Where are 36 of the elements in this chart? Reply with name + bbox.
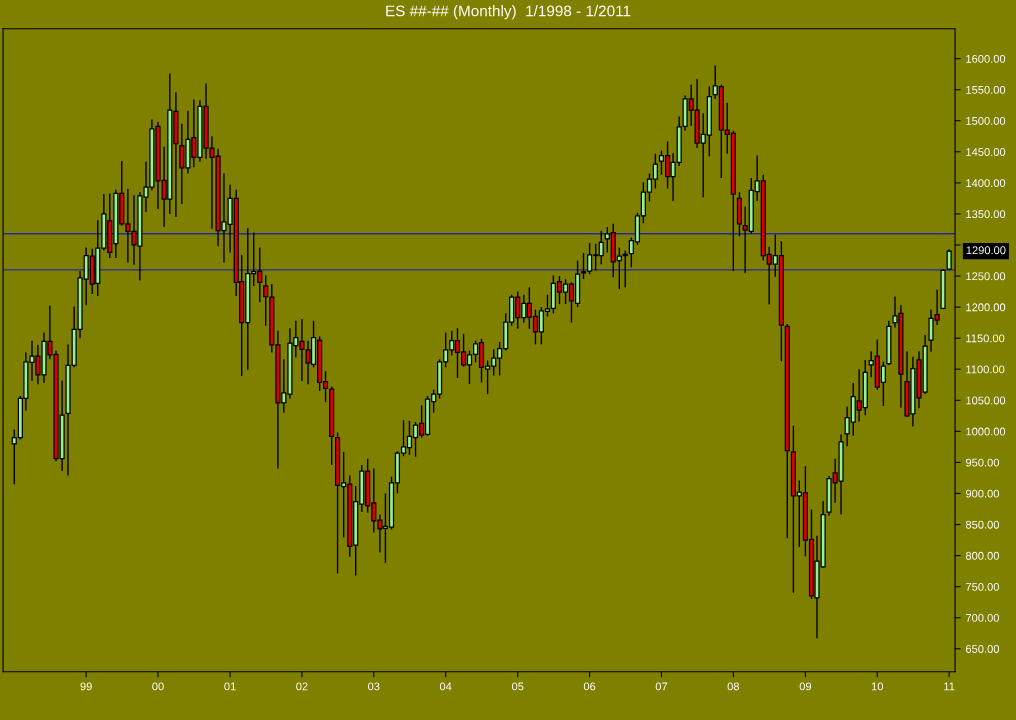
x-tick-label: 10 (871, 682, 884, 691)
x-tick-label: 00 (152, 682, 164, 691)
y-tick-label: 1450.00 (966, 148, 1006, 156)
y-tick-label: 1350.00 (966, 210, 1006, 219)
x-tick-label: 09 (799, 682, 812, 691)
y-tick-label: 650.00 (966, 645, 1000, 653)
y-tick-label: 1050.00 (966, 396, 1006, 405)
x-tick-label: 05 (511, 682, 524, 691)
y-tick-label: 1000.00 (966, 427, 1006, 436)
y-tick-label: 950.00 (965, 458, 1000, 467)
annotation: 1290.00 (966, 246, 1006, 255)
y-tick-label: 1250.00 (966, 272, 1006, 281)
x-tick-label: 11 (944, 682, 955, 691)
y-tick-label: 800.00 (965, 551, 1000, 560)
candlestick (263, 274, 269, 327)
chart-title: ES ##-## (Monthly) 1/1998 - 1/2011 (386, 5, 631, 20)
y-tick-label: 700.00 (966, 613, 1000, 622)
x-tick-label: 03 (368, 682, 380, 691)
y-tick-label: 1500.00 (966, 117, 1006, 125)
x-tick-label: 04 (439, 682, 452, 691)
x-tick-label: 06 (583, 682, 596, 691)
x-tick-label: 08 (727, 682, 740, 691)
y-tick-label: 1400.00 (966, 179, 1006, 187)
y-tick-label: 850.00 (965, 520, 1000, 529)
x-tick-label: 99 (80, 682, 92, 691)
x-tick-label: 07 (655, 682, 668, 691)
x-tick-label: 01 (224, 682, 236, 691)
y-tick-label: 750.00 (966, 582, 1000, 591)
y-tick-label: 1150.00 (966, 334, 1005, 343)
candlestick (622, 249, 628, 288)
y-tick-label: 1200.00 (966, 303, 1006, 312)
x-tick-label: 02 (296, 682, 308, 691)
y-tick-label: 900.00 (965, 489, 1000, 498)
y-tick-label: 1550.00 (966, 85, 1006, 94)
y-tick-label: 1100.00 (966, 365, 1005, 374)
y-tick-label: 1600.00 (966, 54, 1006, 63)
